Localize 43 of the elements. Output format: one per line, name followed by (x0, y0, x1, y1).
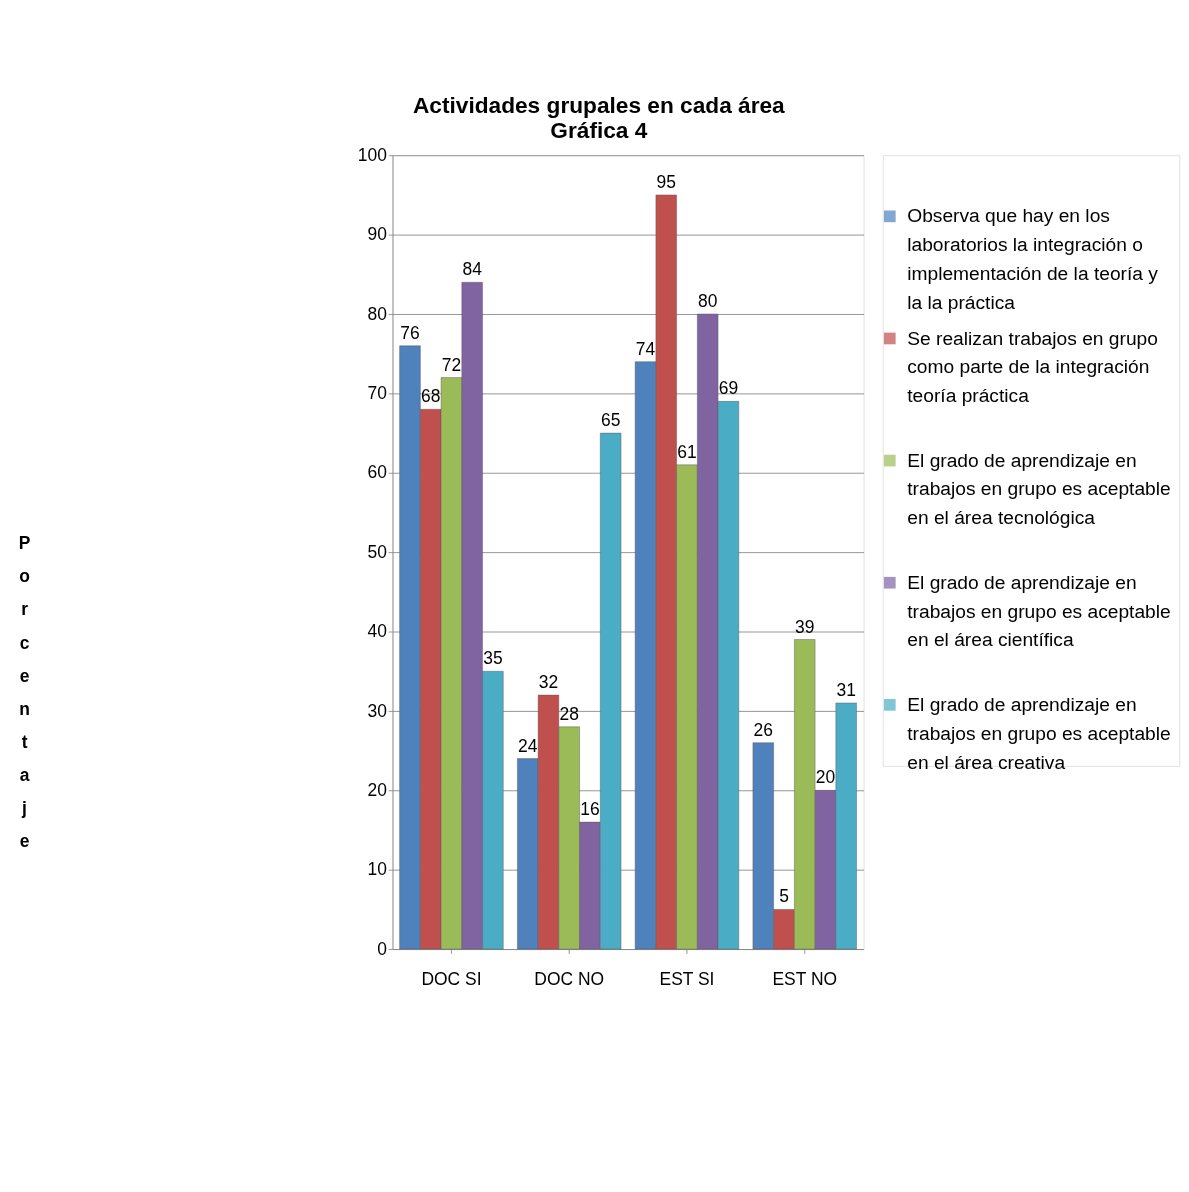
y-tick-label: 30 (367, 700, 388, 721)
data-label: 65 (600, 410, 621, 431)
data-label: 5 (779, 886, 789, 907)
data-label: 61 (677, 441, 697, 462)
y-tick-label: 50 (367, 541, 388, 562)
x-tick-label: DOC SI (421, 969, 482, 990)
data-label: 76 (400, 322, 420, 343)
chart-subtitle: Gráfica 4 (550, 117, 648, 144)
y-tick-label: 20 (367, 780, 388, 801)
legend-label: El grado de aprendizaje en trabajos en grupo es aceptable en el área tecnológica (907, 449, 1171, 529)
data-label: 35 (483, 648, 503, 669)
y-tick-label: 80 (367, 303, 388, 324)
y-tick-label: 90 (367, 224, 388, 245)
data-label: 74 (635, 338, 656, 359)
y-tick-label: 60 (367, 462, 388, 483)
x-tick-label: EST SI (659, 969, 715, 990)
y-tick-label: 100 (357, 144, 388, 165)
data-label: 95 (656, 171, 676, 192)
y-tick-label: 10 (367, 859, 388, 880)
data-label: 39 (795, 616, 815, 637)
data-label: 72 (441, 354, 462, 375)
data-label: 84 (462, 259, 483, 280)
data-label: 31 (836, 680, 856, 701)
x-tick-label: EST NO (772, 969, 838, 990)
y-tick-label: 40 (367, 621, 388, 642)
text: Porcentaje (18, 533, 31, 852)
data-label: 16 (580, 799, 600, 820)
legend-label: El grado de aprendizaje en trabajos en grupo es aceptable en el área científica (907, 571, 1171, 651)
data-label: 32 (538, 672, 559, 693)
data-label: 20 (815, 767, 836, 788)
x-tick-label: DOC NO (534, 969, 605, 990)
data-label: 80 (697, 291, 718, 312)
legend-label: El grado de aprendizaje en trabajos en grupo es aceptable en el área creativa (907, 693, 1171, 773)
legend-label: Observa que hay en los laboratorios la integración o implementación de la teoría y la la práctica (907, 205, 1159, 313)
legend-label: Se realizan trabajos en grupo como parte de la integración teoría práctica (907, 327, 1158, 407)
y-tick-label: 70 (367, 383, 388, 404)
y-tick-label: 0 (377, 938, 388, 959)
data-label: 24 (518, 735, 538, 756)
data-label: 68 (421, 386, 441, 407)
chart-title: Actividades grupales en cada área (412, 91, 786, 118)
data-label: 26 (753, 719, 773, 740)
data-label: 28 (559, 703, 579, 724)
data-label: 69 (718, 378, 739, 399)
